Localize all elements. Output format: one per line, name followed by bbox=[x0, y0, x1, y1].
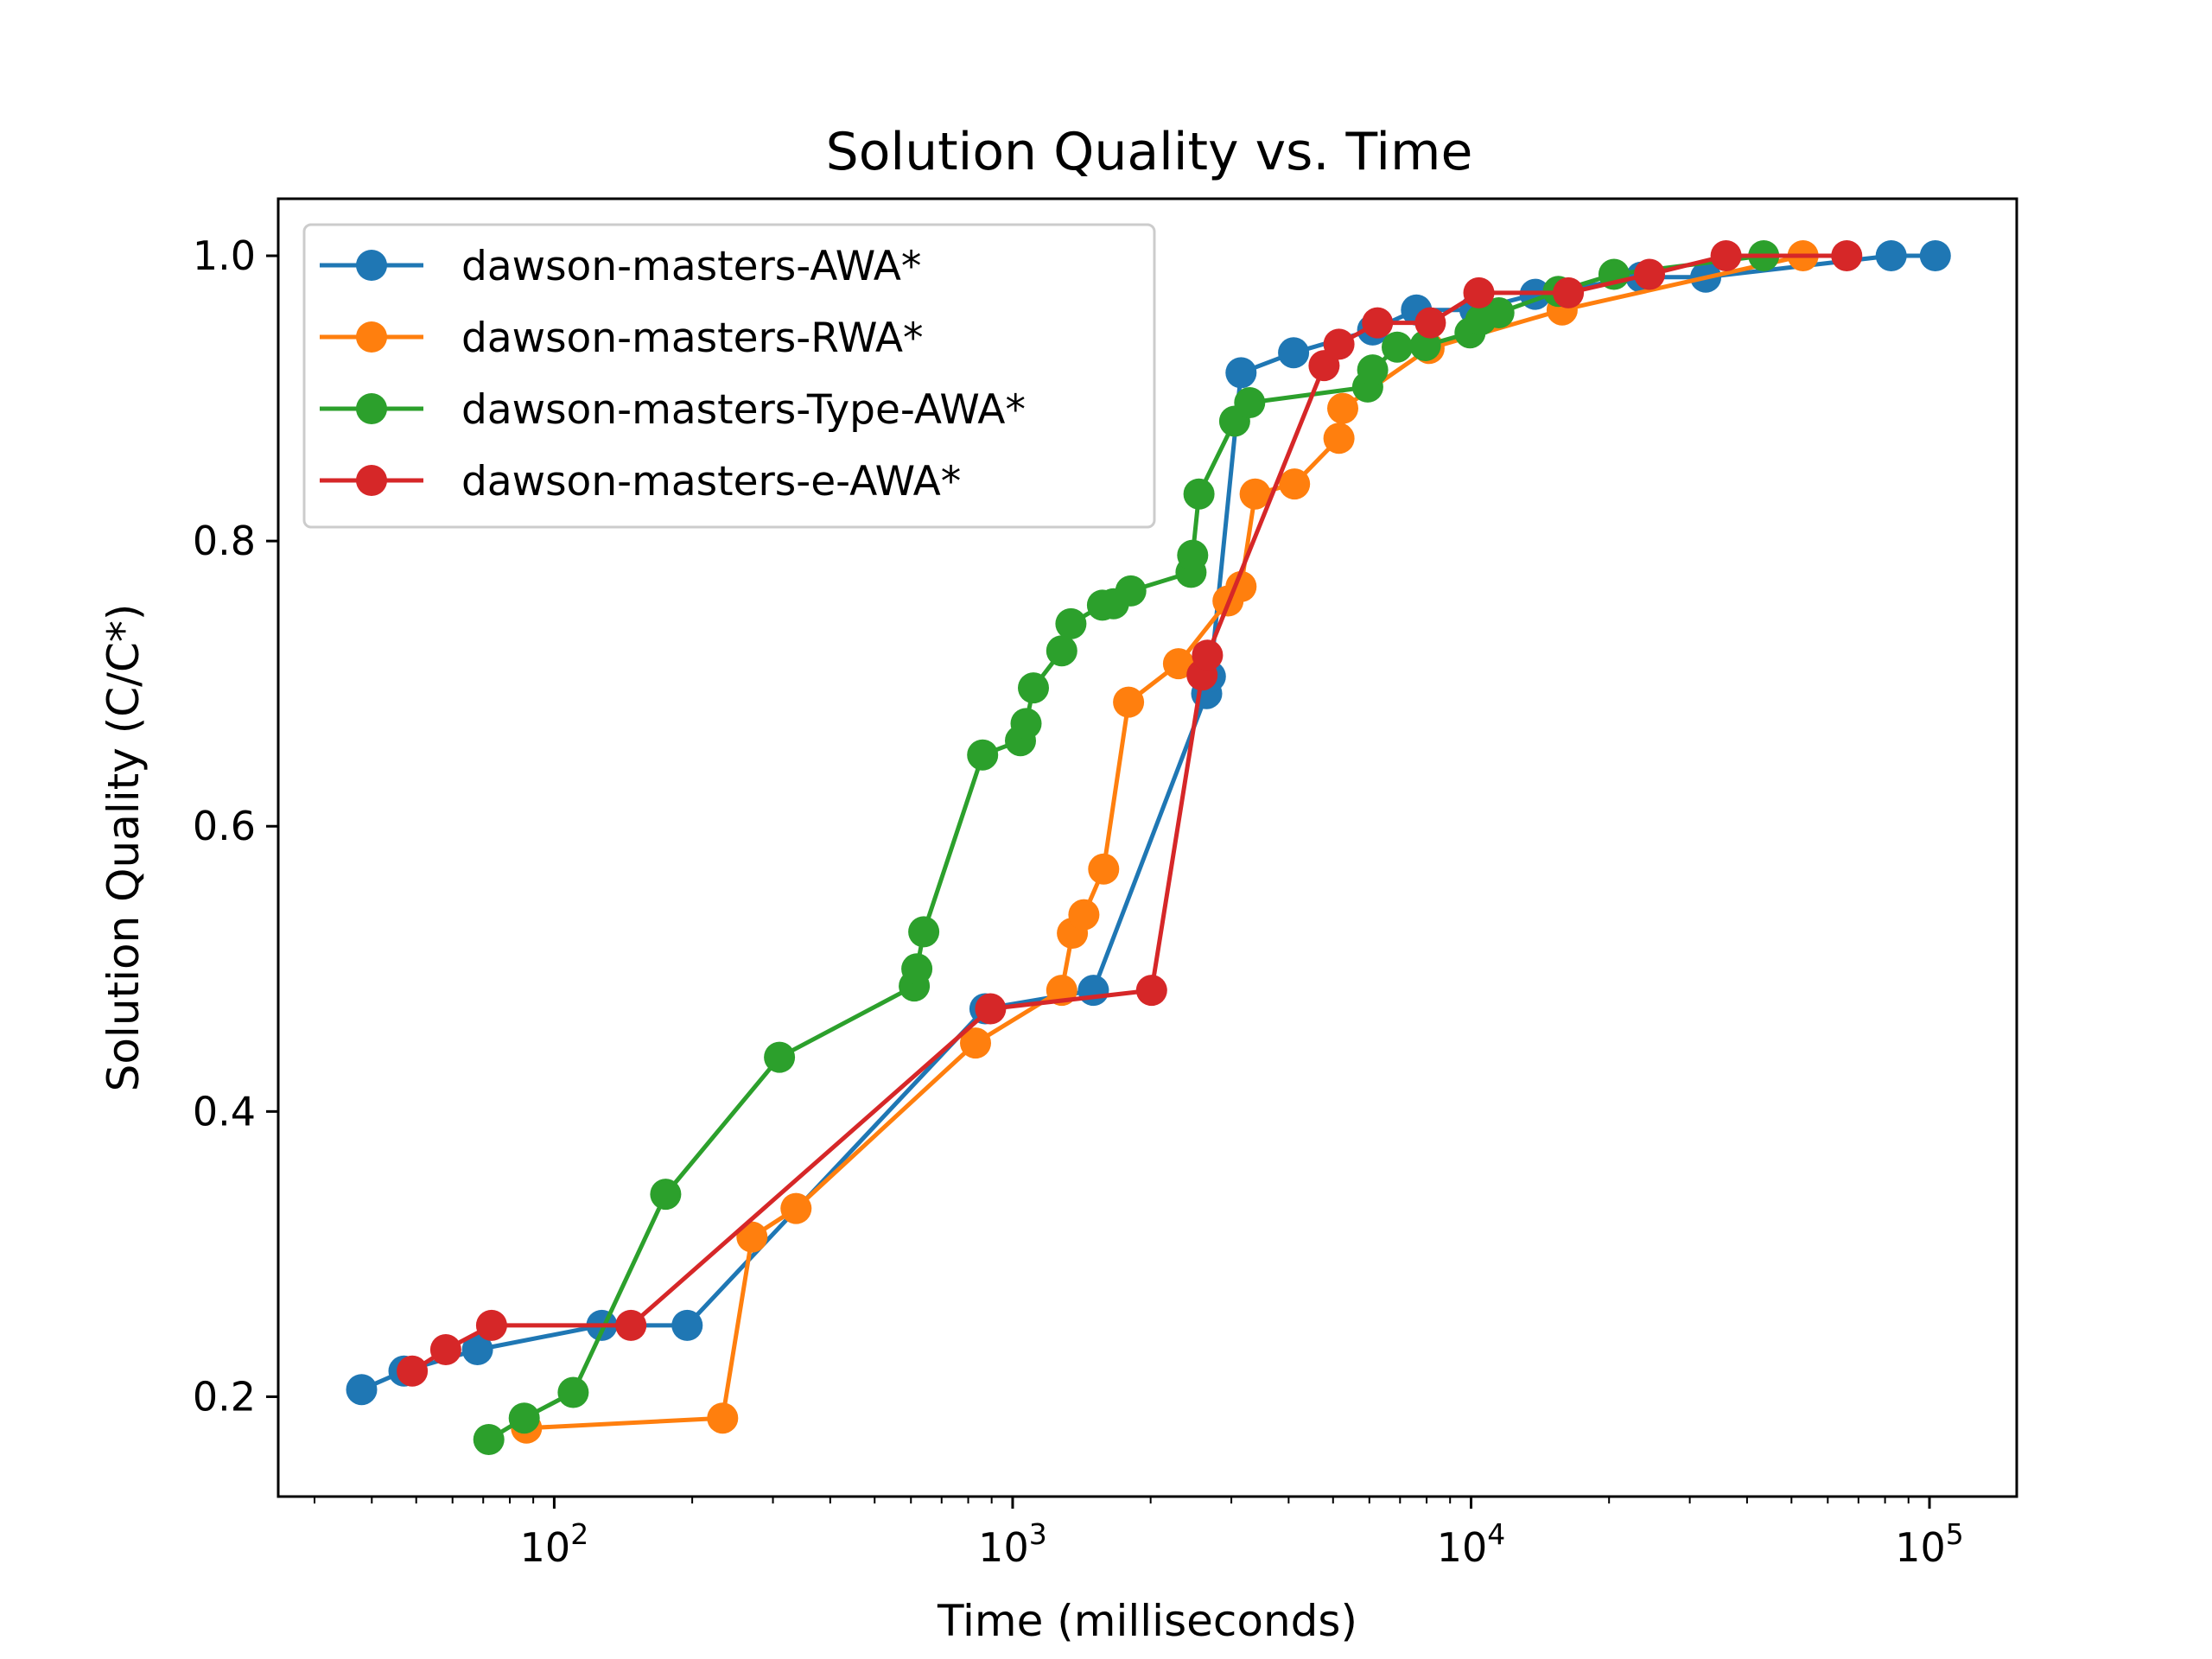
data-point bbox=[475, 1309, 507, 1341]
data-point bbox=[1919, 240, 1951, 271]
data-point bbox=[1068, 899, 1100, 931]
y-axis: 0.2 0.4 0.6 0.8 1.0 bbox=[193, 232, 278, 1420]
data-point bbox=[1113, 686, 1145, 718]
data-point bbox=[736, 1221, 768, 1253]
series-1 bbox=[511, 240, 1819, 1444]
legend-marker bbox=[356, 465, 387, 496]
data-point bbox=[615, 1309, 647, 1341]
data-point bbox=[1553, 276, 1585, 308]
plot-frame bbox=[276, 197, 2018, 1498]
data-point bbox=[397, 1355, 429, 1387]
data-point bbox=[960, 1027, 991, 1059]
series-3 bbox=[397, 240, 1863, 1387]
data-point bbox=[1088, 853, 1120, 885]
data-point bbox=[1010, 708, 1042, 740]
legend-marker bbox=[356, 321, 387, 353]
plot-area bbox=[346, 240, 1951, 1455]
legend-item: dawson-masters-Type-AWA* bbox=[320, 386, 1026, 434]
data-point bbox=[1046, 635, 1077, 667]
data-point bbox=[967, 739, 999, 771]
chart-title: Solution Quality vs. Time bbox=[826, 122, 1473, 182]
data-point bbox=[908, 916, 940, 948]
data-point bbox=[508, 1402, 540, 1434]
data-point bbox=[650, 1179, 682, 1211]
x-tick-label: 104 bbox=[1437, 1517, 1506, 1571]
data-point bbox=[1018, 672, 1049, 704]
y-tick-label: 1.0 bbox=[193, 232, 256, 279]
data-point bbox=[1135, 975, 1167, 1007]
data-point bbox=[1323, 423, 1355, 454]
data-point bbox=[1177, 539, 1209, 571]
data-point bbox=[1278, 337, 1310, 369]
data-point bbox=[1323, 328, 1355, 360]
data-point bbox=[1831, 240, 1863, 271]
data-point bbox=[1279, 468, 1311, 500]
data-point bbox=[1414, 307, 1446, 339]
legend-label: dawson-masters-RWA* bbox=[461, 315, 924, 362]
data-point bbox=[346, 1374, 378, 1406]
y-tick-label: 0.8 bbox=[193, 518, 256, 564]
data-point bbox=[901, 953, 933, 985]
data-point bbox=[1162, 648, 1194, 680]
data-point bbox=[764, 1041, 796, 1073]
legend: dawson-masters-AWA* dawson-masters-RWA* da… bbox=[302, 223, 1156, 529]
legend-item: dawson-masters-AWA* bbox=[320, 243, 921, 290]
y-tick-label: 0.6 bbox=[193, 803, 256, 849]
legend-item: dawson-masters-RWA* bbox=[320, 315, 924, 362]
data-point bbox=[1382, 331, 1413, 363]
data-point bbox=[707, 1402, 739, 1434]
y-tick-label: 0.4 bbox=[193, 1088, 256, 1135]
legend-marker bbox=[356, 393, 387, 424]
data-point bbox=[1183, 478, 1215, 510]
data-point bbox=[461, 1334, 493, 1365]
legend-frame bbox=[302, 223, 1156, 529]
legend-label: dawson-masters-e-AWA* bbox=[461, 458, 961, 505]
data-point bbox=[1327, 392, 1358, 424]
data-point bbox=[1192, 639, 1224, 671]
data-point bbox=[975, 993, 1007, 1025]
data-point bbox=[557, 1376, 589, 1408]
y-tick-label: 0.2 bbox=[193, 1373, 256, 1420]
data-point bbox=[1634, 258, 1665, 290]
data-point bbox=[1875, 240, 1907, 271]
data-point bbox=[1055, 607, 1087, 639]
data-point bbox=[1710, 240, 1742, 271]
legend-marker bbox=[356, 250, 387, 281]
legend-label: dawson-masters-AWA* bbox=[461, 243, 921, 290]
legend-item: dawson-masters-e-AWA* bbox=[320, 458, 961, 505]
x-tick-label: 105 bbox=[1895, 1517, 1964, 1571]
y-axis-label: Solution Quality (C/C*) bbox=[99, 604, 149, 1092]
data-point bbox=[1077, 975, 1109, 1007]
data-point bbox=[1234, 387, 1266, 418]
data-point bbox=[1362, 307, 1394, 339]
data-point bbox=[1357, 354, 1389, 386]
x-axis-label: Time (milliseconds) bbox=[937, 1596, 1357, 1646]
data-point bbox=[1483, 297, 1515, 328]
data-point bbox=[473, 1424, 505, 1455]
data-point bbox=[429, 1334, 461, 1365]
data-point bbox=[1115, 575, 1147, 607]
legend-label: dawson-masters-Type-AWA* bbox=[461, 386, 1026, 434]
data-point bbox=[1463, 276, 1495, 308]
data-point bbox=[1225, 357, 1257, 389]
x-tick-label: 103 bbox=[978, 1517, 1047, 1571]
data-point bbox=[671, 1309, 703, 1341]
x-tick-label: 102 bbox=[520, 1517, 589, 1571]
x-axis: 102 103 104 105 bbox=[314, 1497, 1964, 1571]
data-point bbox=[1239, 478, 1271, 510]
data-point bbox=[780, 1192, 812, 1224]
